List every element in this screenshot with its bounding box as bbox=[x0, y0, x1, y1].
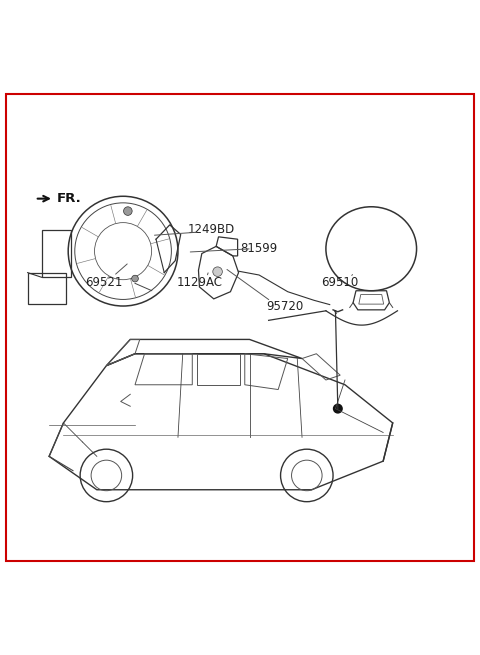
Circle shape bbox=[334, 404, 342, 413]
Text: 69510: 69510 bbox=[322, 276, 359, 289]
Circle shape bbox=[123, 207, 132, 215]
Circle shape bbox=[132, 275, 138, 282]
Circle shape bbox=[213, 267, 222, 276]
Text: 95720: 95720 bbox=[267, 299, 304, 312]
Text: 1129AC: 1129AC bbox=[177, 276, 222, 289]
Text: 69521: 69521 bbox=[85, 276, 123, 289]
Text: 1249BD: 1249BD bbox=[188, 223, 235, 236]
Text: 81599: 81599 bbox=[240, 242, 278, 255]
Text: FR.: FR. bbox=[56, 192, 81, 205]
